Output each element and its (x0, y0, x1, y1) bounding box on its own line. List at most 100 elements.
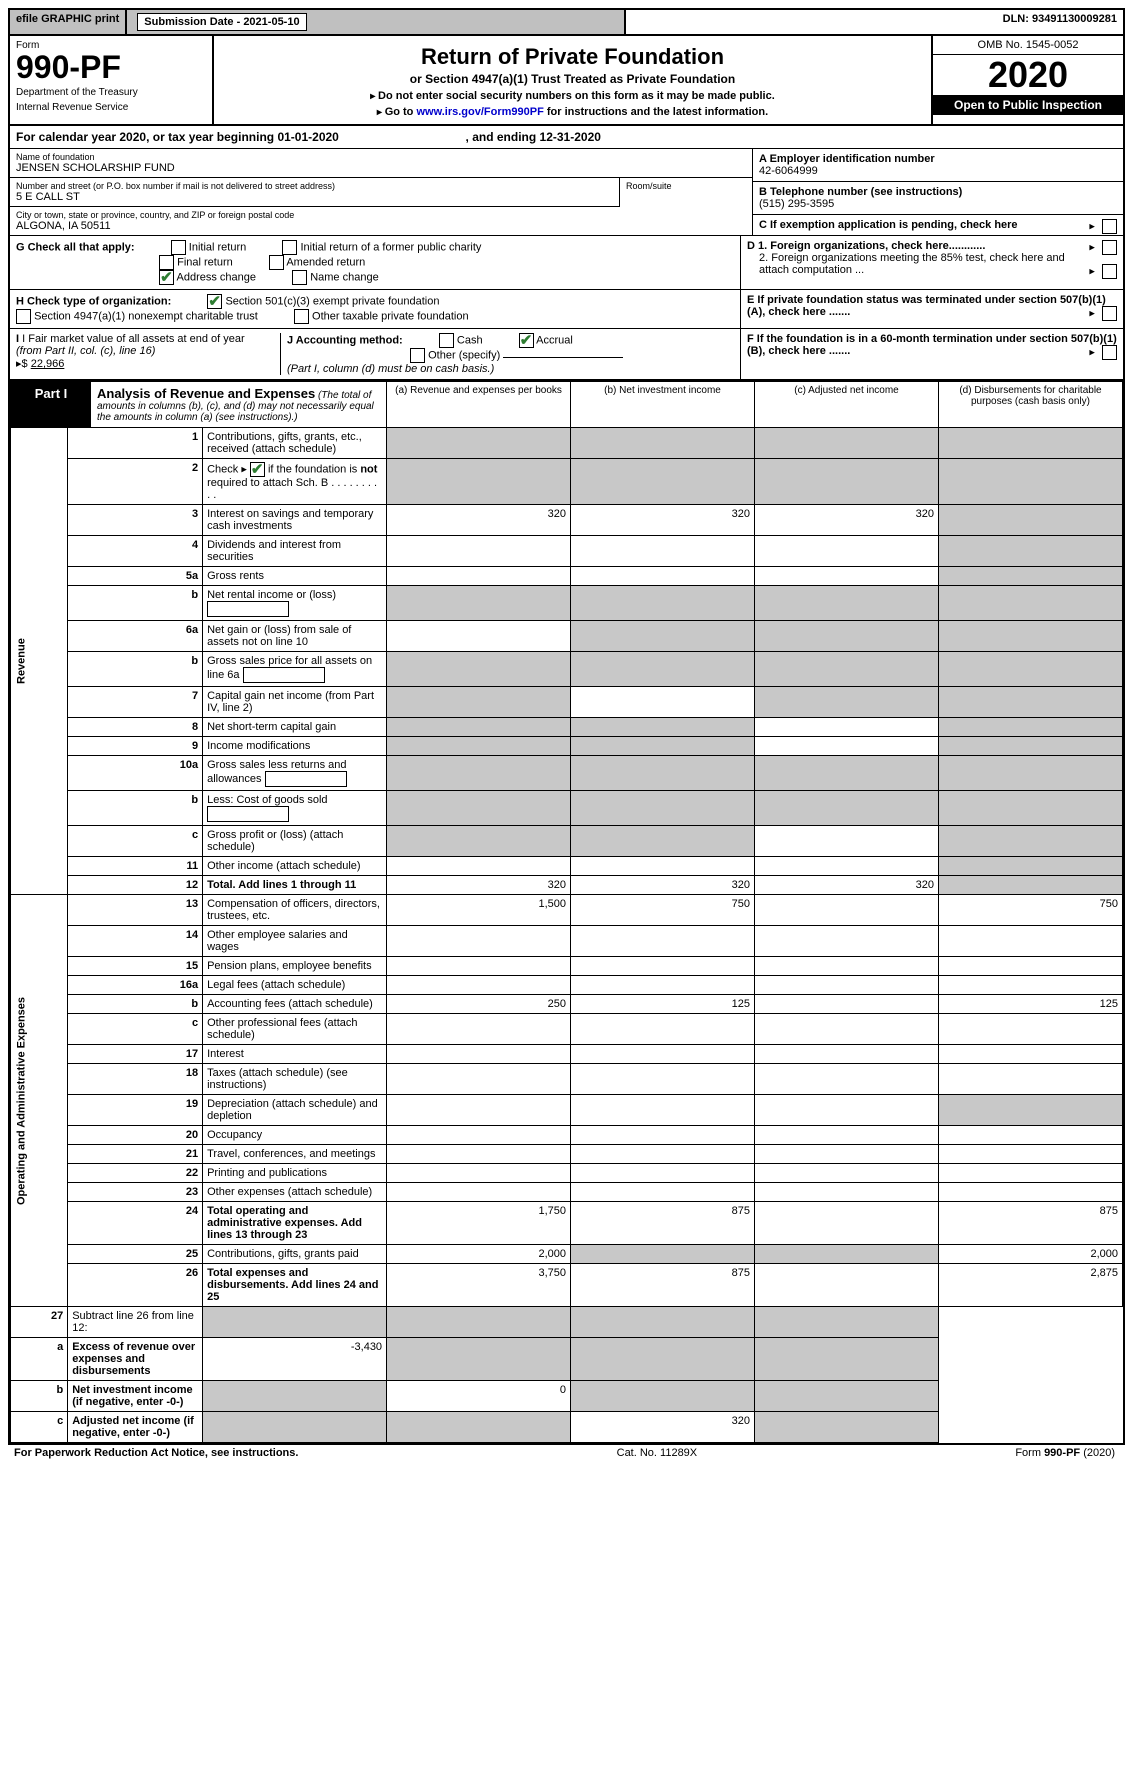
value-cell (571, 1338, 755, 1381)
f-section: F If the foundation is in a 60-month ter… (740, 329, 1123, 379)
line-description: Check ▸ if the foundation is not require… (203, 459, 387, 505)
value-cell (387, 687, 571, 718)
d2-checkbox[interactable] (1102, 264, 1117, 279)
value-cell (387, 1126, 571, 1145)
ij-section: I I Fair market value of all assets at e… (10, 329, 1123, 381)
line-number: b (68, 586, 203, 621)
value-cell (938, 1045, 1122, 1064)
f-checkbox[interactable] (1102, 345, 1117, 360)
cash-checkbox[interactable] (439, 333, 454, 348)
value-cell (387, 791, 571, 826)
line-description: Excess of revenue over expenses and disb… (68, 1338, 203, 1381)
value-cell (387, 1064, 571, 1095)
section-label: Operating and Administrative Expenses (11, 895, 68, 1307)
table-row: Operating and Administrative Expenses13C… (11, 895, 1123, 926)
line-number: 20 (68, 1126, 203, 1145)
value-cell: 3,750 (387, 1264, 571, 1307)
value-cell (938, 505, 1122, 536)
g-section: G Check all that apply: Initial return I… (10, 236, 1123, 290)
line-description: Pension plans, employee benefits (203, 957, 387, 976)
initial-return-checkbox[interactable] (171, 240, 186, 255)
value-cell (571, 791, 755, 826)
value-cell (938, 1064, 1122, 1095)
value-cell (938, 857, 1122, 876)
c-checkbox[interactable] (1102, 219, 1117, 234)
value-cell (938, 926, 1122, 957)
value-cell (571, 428, 755, 459)
value-cell: 750 (571, 895, 755, 926)
instructions-link[interactable]: www.irs.gov/Form990PF (416, 106, 543, 118)
table-row: Revenue1Contributions, gifts, grants, et… (11, 428, 1123, 459)
header-right: OMB No. 1545-0052 2020 Open to Public In… (931, 36, 1123, 124)
value-cell: 320 (755, 876, 939, 895)
table-row: 11Other income (attach schedule) (11, 857, 1123, 876)
line-description: Adjusted net income (if negative, enter … (68, 1412, 203, 1443)
line-number: 25 (68, 1245, 203, 1264)
line-description: Gross sales less returns and allowances (203, 756, 387, 791)
line-description: Capital gain net income (from Part IV, l… (203, 687, 387, 718)
table-row: 22Printing and publications (11, 1164, 1123, 1183)
e-checkbox[interactable] (1102, 306, 1117, 321)
value-cell: 125 (938, 995, 1122, 1014)
address-change-checkbox[interactable] (159, 270, 174, 285)
value-cell (755, 536, 939, 567)
value-cell (571, 536, 755, 567)
line-description: Taxes (attach schedule) (see instruction… (203, 1064, 387, 1095)
value-cell: 250 (387, 995, 571, 1014)
line-description: Net rental income or (loss) (203, 586, 387, 621)
value-cell (755, 895, 939, 926)
header-left: Form 990-PF Department of the Treasury I… (10, 36, 214, 124)
line-number: b (68, 995, 203, 1014)
line-description: Total. Add lines 1 through 11 (203, 876, 387, 895)
value-cell (938, 756, 1122, 791)
line-description: Depreciation (attach schedule) and deple… (203, 1095, 387, 1126)
value-cell (755, 1183, 939, 1202)
value-cell (387, 459, 571, 505)
value-cell (571, 1014, 755, 1045)
table-row: 16aLegal fees (attach schedule) (11, 976, 1123, 995)
dln: DLN: 93491130009281 (626, 10, 1123, 34)
value-cell: 125 (571, 995, 755, 1014)
submission-date: Submission Date - 2021-05-10 (127, 10, 626, 34)
value-cell (387, 1164, 571, 1183)
value-cell (571, 1145, 755, 1164)
value-cell (938, 652, 1122, 687)
initial-former-checkbox[interactable] (282, 240, 297, 255)
table-row: 14Other employee salaries and wages (11, 926, 1123, 957)
value-cell (387, 428, 571, 459)
table-row: 27Subtract line 26 from line 12: (11, 1307, 1123, 1338)
address-cell: Number and street (or P.O. box number if… (10, 178, 620, 207)
value-cell: 875 (571, 1202, 755, 1245)
line-number: 8 (68, 718, 203, 737)
501c3-checkbox[interactable] (207, 294, 222, 309)
other-taxable-checkbox[interactable] (294, 309, 309, 324)
accrual-checkbox[interactable] (519, 333, 534, 348)
line-number: b (11, 1381, 68, 1412)
table-row: bGross sales price for all assets on lin… (11, 652, 1123, 687)
4947a1-checkbox[interactable] (16, 309, 31, 324)
value-cell: 320 (755, 505, 939, 536)
table-row: 12Total. Add lines 1 through 11320320320 (11, 876, 1123, 895)
d-section: D 1. Foreign organizations, check here..… (740, 236, 1123, 289)
value-cell (387, 1145, 571, 1164)
value-cell: 320 (387, 876, 571, 895)
line-description: Travel, conferences, and meetings (203, 1145, 387, 1164)
other-method-checkbox[interactable] (410, 348, 425, 363)
value-cell (938, 718, 1122, 737)
col-c-header: (c) Adjusted net income (755, 382, 939, 428)
value-cell (571, 1307, 755, 1338)
value-cell (938, 586, 1122, 621)
amended-return-checkbox[interactable] (269, 255, 284, 270)
d1-checkbox[interactable] (1102, 240, 1117, 255)
name-change-checkbox[interactable] (292, 270, 307, 285)
value-cell (755, 459, 939, 505)
value-cell (571, 567, 755, 586)
tax-year: 2020 (933, 55, 1123, 95)
line-description: Interest (203, 1045, 387, 1064)
room-cell: Room/suite (620, 178, 752, 207)
value-cell (203, 1307, 387, 1338)
value-cell (571, 459, 755, 505)
value-cell (571, 1381, 755, 1412)
value-cell (387, 1095, 571, 1126)
line-number: 18 (68, 1064, 203, 1095)
